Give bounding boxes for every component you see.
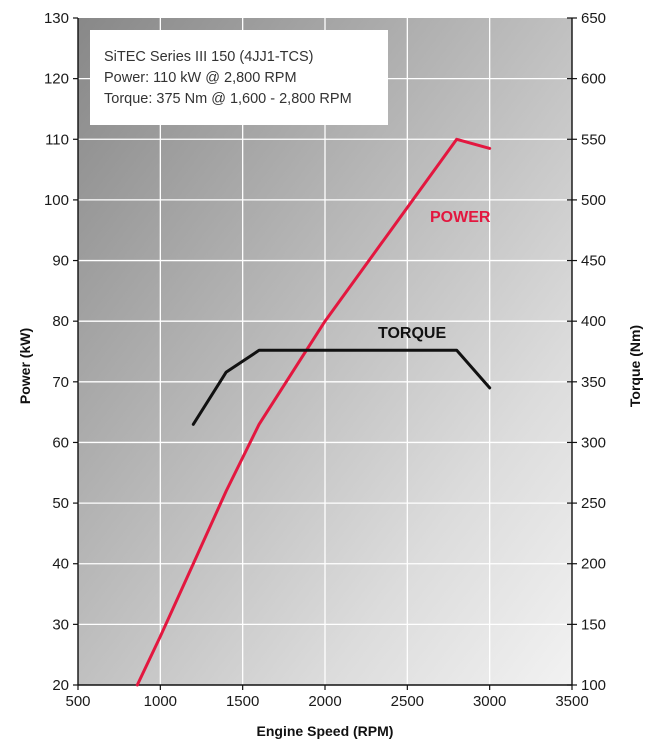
y-right-tick-label: 500 — [581, 192, 606, 209]
torque-line — [191, 348, 492, 426]
x-tick-label: 1000 — [144, 693, 177, 710]
y-right-tick-label: 350 — [581, 374, 606, 391]
x-tick-label: 1500 — [226, 693, 259, 710]
y-right-tick-label: 200 — [581, 556, 606, 573]
x-axis-title: Engine Speed (RPM) — [257, 723, 394, 739]
info-box-line-3: Torque: 375 Nm @ 1,600 - 2,800 RPM — [104, 91, 352, 107]
info-box-line-2: Power: 110 kW @ 2,800 RPM — [104, 70, 297, 86]
y-left-tick-label: 50 — [52, 495, 69, 512]
torque-series-label: TORQUE — [378, 325, 446, 342]
y-left-tick-label: 70 — [52, 374, 69, 391]
y-axis-right-title: Torque (Nm) — [627, 325, 643, 407]
y-left-tick-label: 80 — [52, 313, 69, 330]
y-right-tick-label: 400 — [581, 313, 606, 330]
y-left-tick-label: 90 — [52, 253, 69, 270]
y-left-tick-label: 20 — [52, 677, 69, 694]
x-tick-label: 3000 — [473, 693, 506, 710]
info-box-background — [90, 30, 388, 125]
y-left-tick-label: 60 — [52, 434, 69, 451]
x-tick-label: 500 — [65, 693, 90, 710]
tick-labels: 500 1000 1500 2000 2500 3000 3500 20 30 40 50 60 70 8… — [44, 10, 606, 710]
x-tick-label: 3500 — [555, 693, 588, 710]
info-box: SiTEC Series III 150 (4JJ1-TCS) Power: 1… — [90, 30, 388, 125]
y-right-tick-label: 300 — [581, 434, 606, 451]
y-left-tick-label: 120 — [44, 71, 69, 88]
power-series-label: POWER — [430, 209, 491, 226]
y-left-tick-label: 30 — [52, 616, 69, 633]
y-right-tick-label: 250 — [581, 495, 606, 512]
y-axis-left-title: Power (kW) — [17, 328, 33, 404]
y-right-tick-label: 550 — [581, 131, 606, 148]
y-left-tick-label: 40 — [52, 556, 69, 573]
y-right-tick-label: 450 — [581, 253, 606, 270]
power-line — [135, 137, 492, 687]
x-tick-label: 2000 — [308, 693, 341, 710]
series-lines — [135, 137, 492, 687]
x-tick-label: 2500 — [391, 693, 424, 710]
y-right-tick-label: 650 — [581, 10, 606, 27]
axes — [73, 17, 577, 690]
y-right-tick-label: 150 — [581, 616, 606, 633]
info-box-line-1: SiTEC Series III 150 (4JJ1-TCS) — [104, 49, 314, 65]
y-right-tick-label: 600 — [581, 71, 606, 88]
y-right-tick-label: 100 — [581, 677, 606, 694]
y-left-tick-label: 100 — [44, 192, 69, 209]
y-left-tick-label: 110 — [45, 131, 69, 148]
y-left-tick-label: 130 — [44, 10, 69, 27]
